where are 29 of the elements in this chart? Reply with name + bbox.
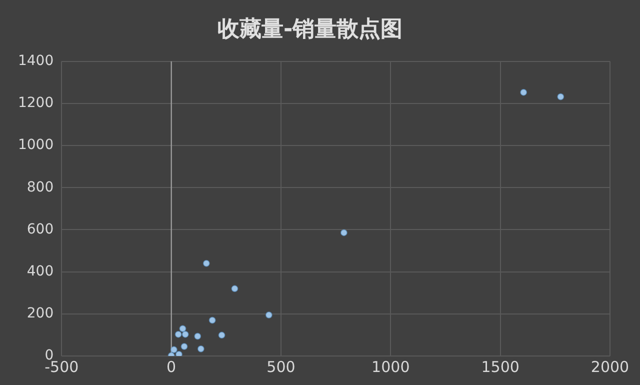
point (175, 350, 182, 356)
y-tick-label: 200 (26, 306, 54, 322)
point (180, 343, 188, 350)
x-tick-label: 1000 (372, 358, 410, 376)
x-tick-label: 2000 (590, 358, 630, 376)
point (170, 346, 178, 354)
y-tick-label: 1400 (18, 53, 54, 70)
point (231, 285, 238, 292)
point (182, 330, 189, 338)
y-tick-label: 1000 (18, 137, 54, 154)
point (218, 332, 226, 339)
point (557, 93, 564, 100)
point (202, 260, 210, 267)
y-tick-label: 400 (26, 263, 54, 280)
x-tick-label: 500 (266, 358, 296, 376)
y-tick-label: 600 (26, 221, 54, 238)
point (340, 229, 348, 236)
point (174, 330, 182, 338)
point (194, 332, 202, 340)
point (197, 345, 204, 352)
y-tick-label: 800 (26, 179, 54, 196)
y-tick-label: 1200 (18, 95, 54, 112)
point (520, 88, 528, 96)
x-tick-label: 0 (166, 358, 176, 376)
point (179, 325, 186, 332)
point (265, 311, 272, 318)
x-tick-label: 1500 (481, 358, 520, 376)
point (208, 316, 216, 324)
chart-title: 收藏量-销量散点图 (217, 16, 403, 42)
